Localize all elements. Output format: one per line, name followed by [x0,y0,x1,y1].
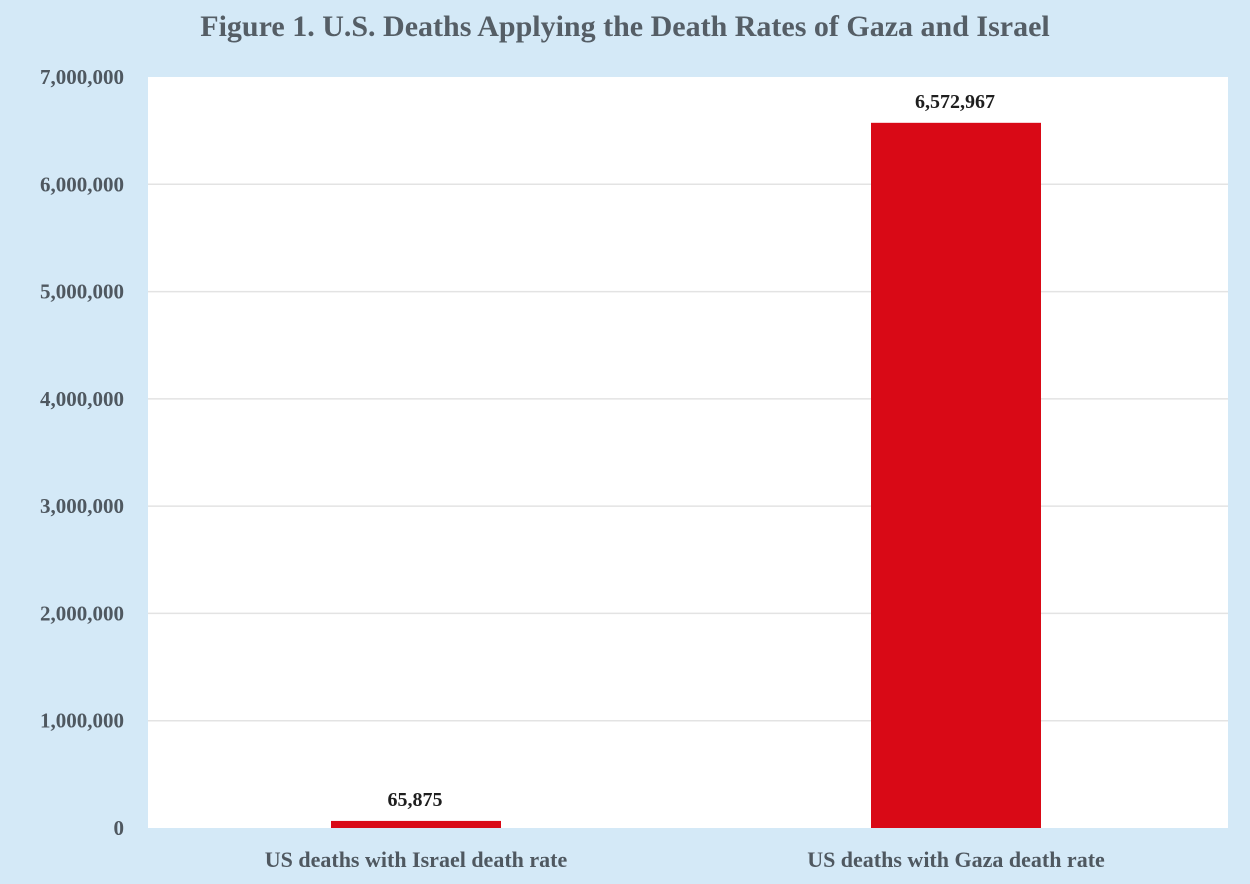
x-axis: US deaths with Israel death rate US death… [265,847,1105,872]
data-label: 6,572,967 [915,91,995,113]
y-tick-label: 4,000,000 [40,387,124,411]
y-tick-label: 7,000,000 [40,65,124,89]
bar [871,122,1041,829]
data-labels: 65,875 6,572,967 [388,91,996,811]
y-tick-label: 6,000,000 [40,172,124,196]
gridlines [148,183,1228,722]
y-tick-label: 2,000,000 [40,601,124,625]
y-axis: 0 1,000,000 2,000,000 3,000,000 4,000,000 5,0… [40,65,124,840]
data-label: 65,875 [388,789,443,811]
x-tick-label: US deaths with Israel death rate [265,847,568,872]
y-tick-label: 3,000,000 [40,494,124,518]
x-tick-label: US deaths with Gaza death rate [807,847,1105,872]
chart-title: Figure 1. U.S. Deaths Applying the Death… [200,10,1050,43]
y-tick-label: 1,000,000 [40,709,124,733]
plot-area [148,77,1228,828]
y-tick-label: 0 [114,816,125,840]
y-tick-label: 5,000,000 [40,280,124,304]
bar [331,820,501,828]
bars [331,122,1041,829]
